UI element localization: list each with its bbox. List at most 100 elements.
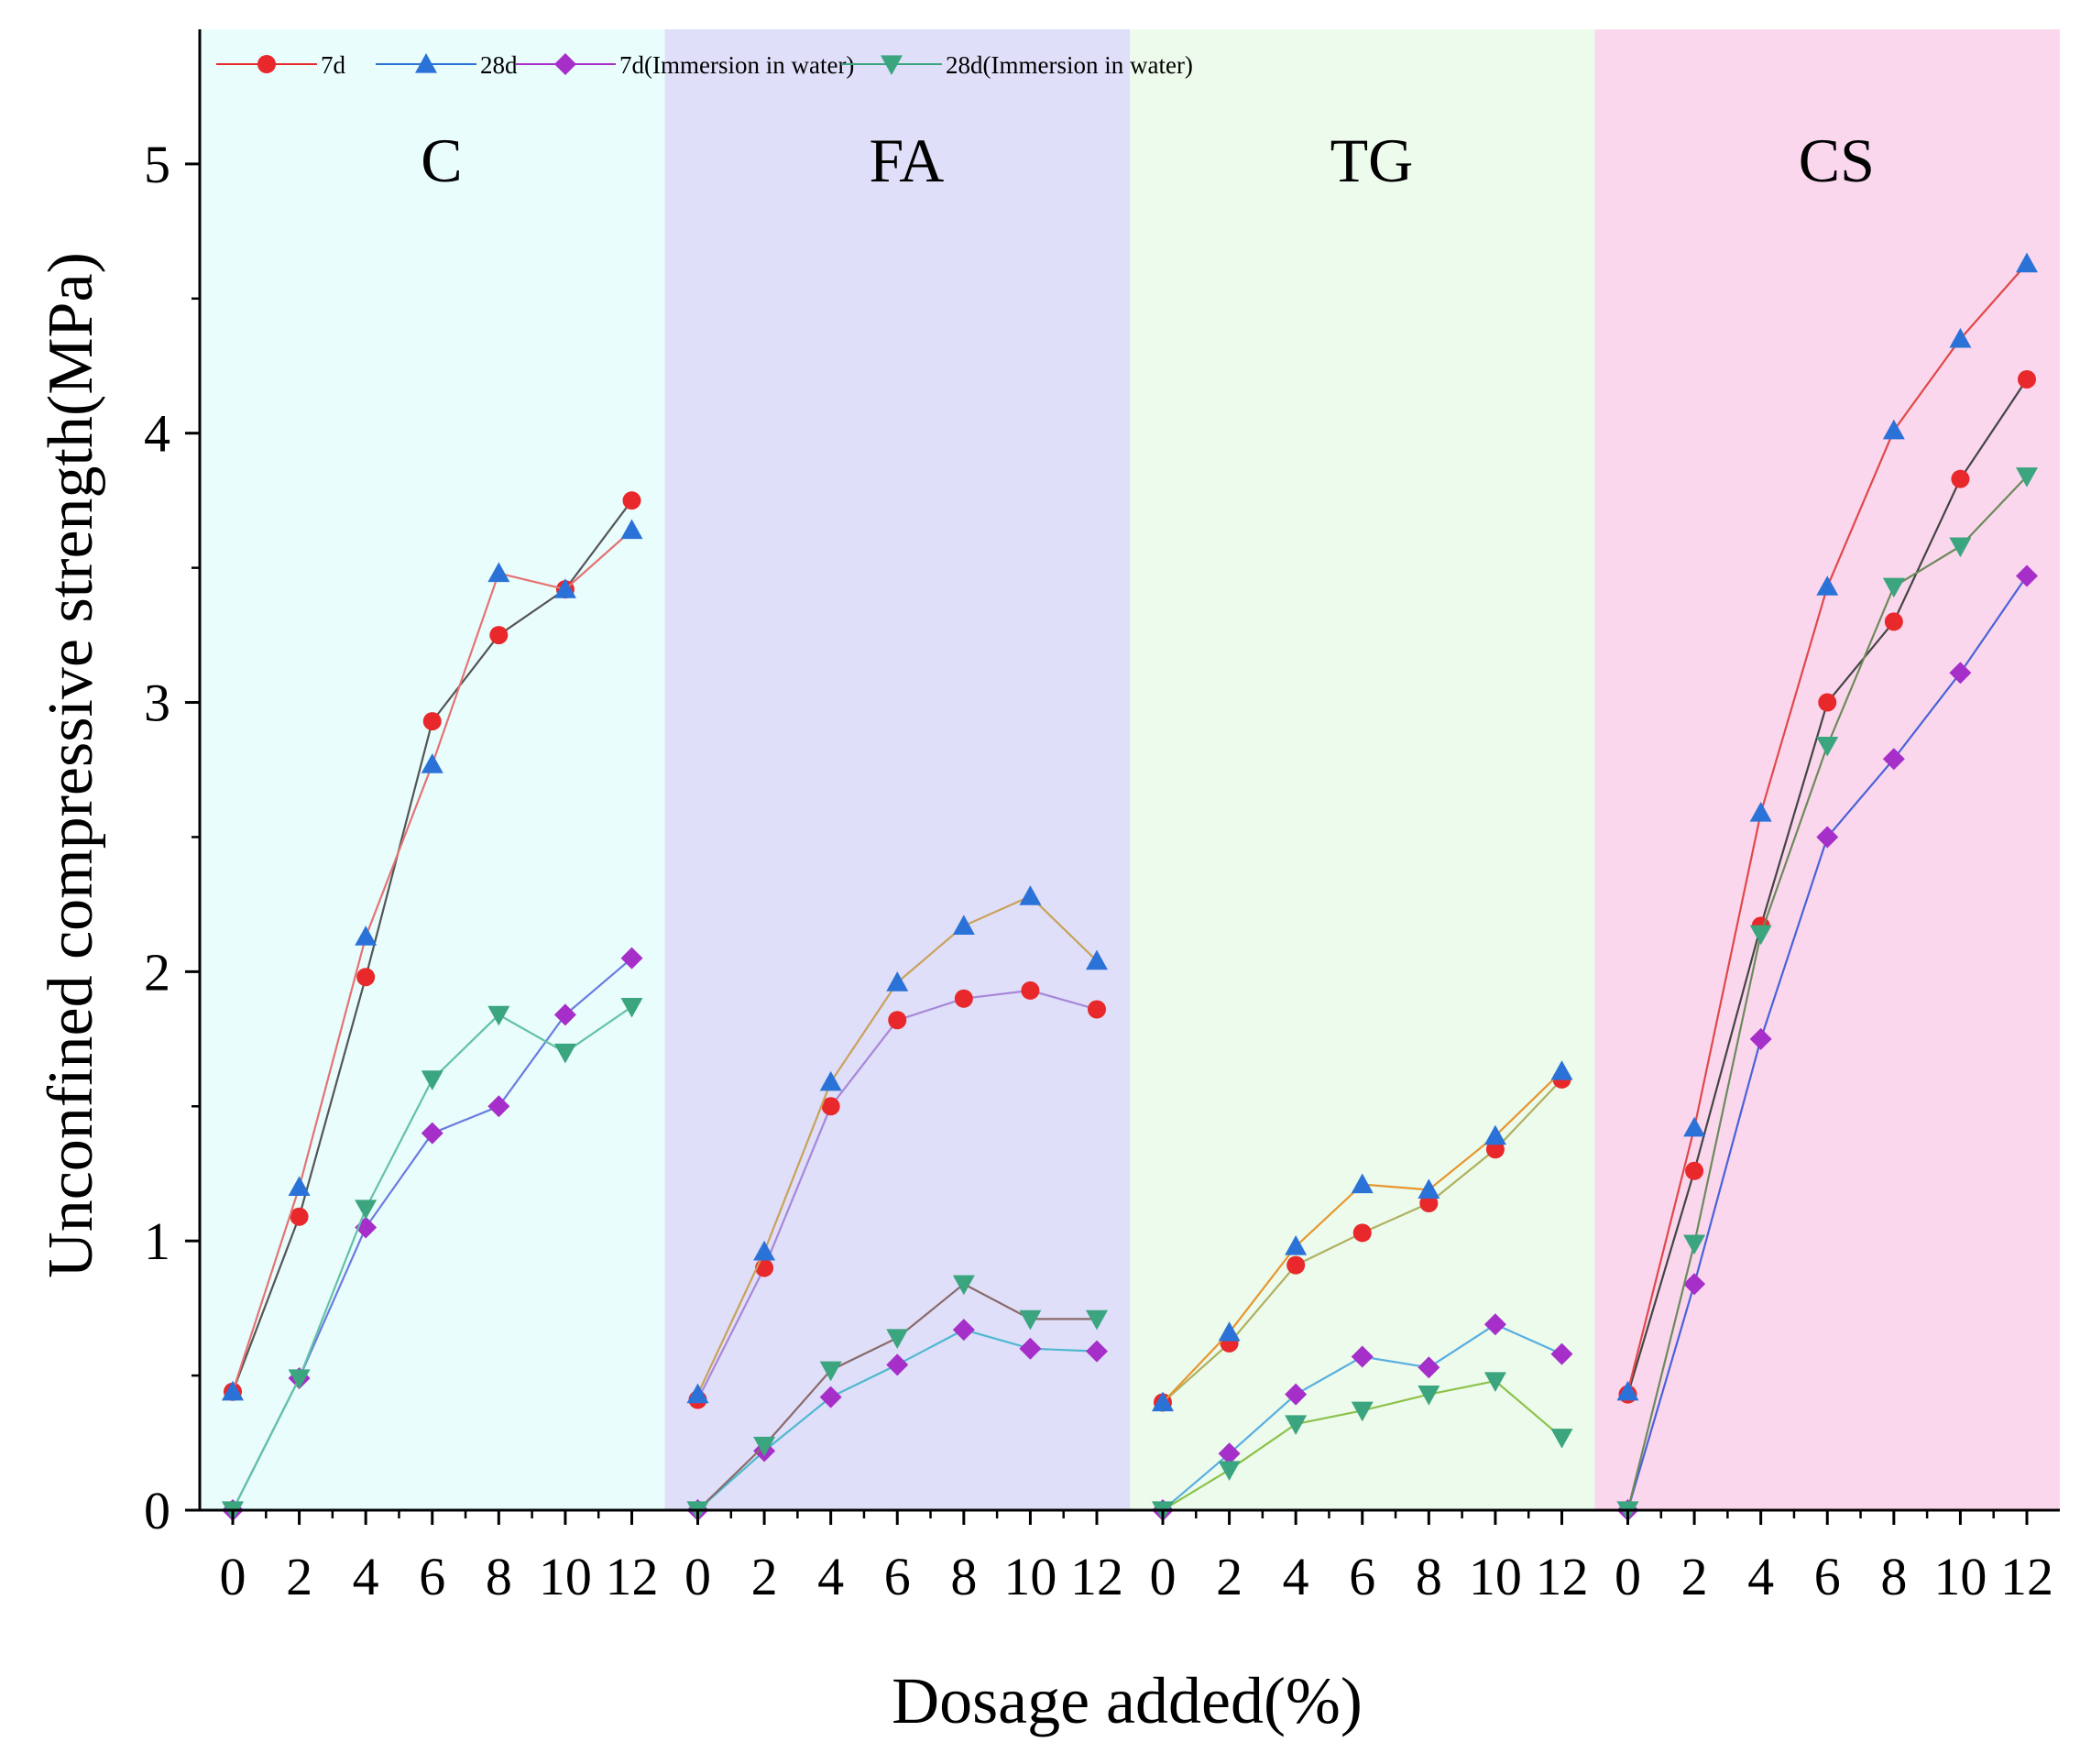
data-point-fa-s28dw-4 [819,1361,842,1382]
data-point-tg-s28dw-10 [1483,1372,1506,1392]
data-point-tg-s28d-12 [1550,1060,1573,1080]
data-point-c-s28d-6 [421,753,443,773]
data-point-tg-s7d-6 [1352,1223,1372,1243]
series-fa-s28d [686,885,1108,1404]
data-point-fa-s28dw-12 [1086,1309,1108,1331]
x-tick-label-tg-8: 8 [1416,1547,1442,1606]
data-point-fa-s28dw-6 [886,1329,909,1349]
x-tick-label-tg-2: 2 [1216,1547,1243,1606]
legend-marker-s7dw [554,53,576,75]
data-point-c-s28dw-2 [288,1369,311,1390]
data-point-c-s28d-12 [620,519,643,540]
legend-marker-s7d [257,55,276,73]
data-point-fa-s28d-0 [686,1383,709,1404]
data-point-cs-s7dw-8 [1882,748,1905,771]
data-point-fa-s7dw-12 [1086,1340,1108,1363]
x-tick-label-c-0: 0 [220,1547,246,1606]
legend-marker-s28dw [881,55,903,75]
data-point-fa-s28dw-10 [1019,1309,1042,1331]
data-point-c-s7dw-6 [421,1122,443,1145]
data-point-tg-s7dw-2 [1218,1442,1241,1465]
data-point-c-s7d-8 [489,626,509,645]
data-point-tg-s28d-0 [1152,1391,1174,1412]
data-point-c-s28dw-4 [355,1200,378,1220]
data-point-fa-s7dw-4 [819,1386,842,1408]
x-tick-label-cs-4: 4 [1747,1547,1774,1606]
data-point-tg-s7dw-8 [1418,1356,1440,1379]
data-point-cs-s7dw-2 [1683,1273,1706,1296]
data-point-tg-s28d-8 [1418,1178,1440,1199]
data-point-tg-s7d-10 [1485,1140,1505,1159]
y-tick-label-0: 0 [144,1481,170,1540]
data-point-c-s7d-4 [356,968,376,987]
data-point-tg-s28dw-12 [1550,1429,1573,1449]
data-point-tg-s28dw-8 [1418,1386,1440,1406]
data-point-tg-s7dw-6 [1351,1345,1374,1368]
x-tick-label-cs-0: 0 [1615,1547,1641,1606]
data-point-tg-s28d-6 [1351,1173,1374,1194]
y-axis-title: Unconfined compressive strength(MPa) [36,252,106,1278]
data-point-cs-s28dw-6 [1816,736,1839,757]
panel-bg-tg [1130,29,1595,1510]
data-point-c-s7d-12 [622,491,641,510]
x-tick-label-cs-8: 8 [1880,1547,1907,1606]
data-point-fa-s28d-12 [1086,949,1108,970]
panel-backgrounds: C FA TG CS [200,29,2060,1510]
legend-label-s7dw: 7d(Immersion in water) [619,51,854,79]
data-point-c-s7d-6 [422,712,442,731]
data-point-cs-s28d-12 [2016,252,2038,273]
x-tick-label-tg-6: 6 [1349,1547,1375,1606]
data-point-fa-s7d-2 [755,1258,774,1277]
x-tick-label-cs-6: 6 [1814,1547,1841,1606]
panel-title-cs: CS [1799,126,1875,195]
data-point-cs-s28dw-8 [1882,577,1905,598]
x-tick-label-c-6: 6 [419,1547,445,1606]
legend-item-s7dw: 7d(Immersion in water) [515,51,854,79]
data-point-fa-s7dw-10 [1019,1337,1042,1360]
data-point-c-s28d-0 [222,1380,244,1401]
data-point-fa-s7dw-6 [886,1353,909,1376]
legend-item-s28d: 28d [376,51,518,79]
x-tick-label-c-8: 8 [486,1547,512,1606]
data-point-cs-s7d-8 [1884,612,1903,631]
series-c-s28dw [222,997,643,1521]
data-point-fa-s28d-8 [952,915,975,936]
x-tick-label-cs-2: 2 [1681,1547,1708,1606]
data-point-cs-s7d-10 [1951,469,1970,488]
x-tick-label-cs-12: 12 [2000,1547,2053,1606]
data-point-tg-s7dw-10 [1483,1313,1506,1336]
x-tick-label-fa-2: 2 [751,1547,778,1606]
y-tick-label-4: 4 [144,404,170,464]
data-point-cs-s28d-4 [1749,802,1772,822]
y-tick-label-3: 3 [144,674,170,733]
data-point-c-s28dw-6 [421,1070,443,1090]
data-point-fa-s28d-6 [886,971,909,992]
data-point-fa-s7d-6 [888,1011,907,1030]
data-point-fa-s7d-8 [954,989,973,1008]
legend-item-s28dw: 28d(Immersion in water) [841,51,1193,79]
data-point-cs-s28d-8 [1882,419,1905,440]
data-point-c-s28d-2 [288,1176,311,1197]
data-point-c-s28d-8 [487,562,510,583]
data-point-tg-s28dw-4 [1285,1415,1308,1435]
data-point-fa-s28dw-8 [952,1275,975,1296]
panel-title-c: C [421,126,462,195]
x-tick-label-tg-10: 10 [1469,1547,1522,1606]
series-c-s28d [222,519,643,1401]
x-tick-label-cs-10: 10 [1933,1547,1987,1606]
data-point-fa-s28d-2 [753,1240,776,1261]
data-series [222,252,2038,1521]
data-point-tg-s28d-10 [1483,1124,1506,1145]
x-tick-label-tg-4: 4 [1283,1547,1309,1606]
data-point-c-s28d-10 [553,578,576,598]
series-cs-s28d [1616,252,2038,1401]
data-point-cs-s28d-6 [1816,575,1839,596]
data-point-c-s28dw-12 [620,997,643,1018]
data-point-cs-s28d-10 [1949,327,1972,348]
data-point-fa-s28d-4 [819,1070,842,1091]
x-axis-title: Dosage added(%) [892,1664,1363,1737]
x-tick-label-fa-10: 10 [1003,1547,1056,1606]
panel-bg-cs [1594,29,2060,1510]
